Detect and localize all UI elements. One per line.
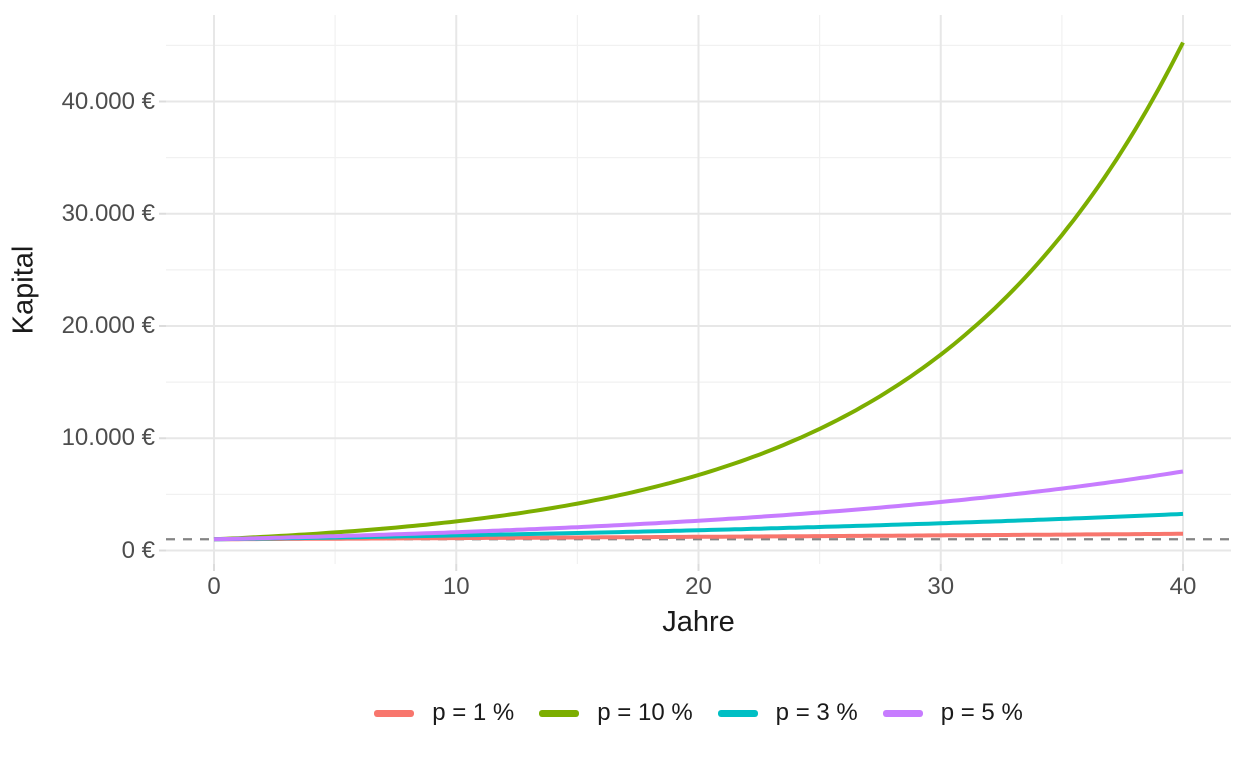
series-lines bbox=[213, 41, 1185, 542]
legend-line-swatch bbox=[539, 709, 580, 717]
legend-label: p = 10 % bbox=[597, 699, 693, 726]
y-tick-label: 30.000 € bbox=[61, 199, 155, 227]
y-axis-title: Kapital bbox=[7, 245, 40, 335]
gridlines-major bbox=[166, 15, 1231, 564]
series-line-5pct bbox=[213, 469, 1184, 542]
legend-label: p = 1 % bbox=[432, 699, 515, 726]
y-tick-label: 20.000 € bbox=[61, 312, 155, 339]
legend-line-swatch bbox=[717, 709, 758, 717]
legend-item-3pct: p = 3 % bbox=[717, 698, 858, 728]
legend-item-10pct: p = 10 % bbox=[539, 698, 693, 728]
legend-item-5pct: p = 5 % bbox=[882, 698, 1023, 728]
x-tick-label: 30 bbox=[927, 573, 955, 600]
legend-line-swatch bbox=[374, 709, 415, 717]
axis-tick-marks bbox=[159, 100, 1184, 571]
y-tick-label: 40.000 € bbox=[61, 87, 155, 115]
legend-item-1pct: p = 1 % bbox=[374, 698, 514, 728]
y-tick-label: 0 € bbox=[121, 536, 155, 564]
x-tick-label: 40 bbox=[1169, 573, 1197, 600]
series-line-10pct bbox=[213, 41, 1185, 542]
legend-label: p = 3 % bbox=[775, 699, 858, 726]
legend: p = 1 % p = 10 % p = 3 % p = 5 % bbox=[166, 698, 1231, 728]
x-tick-label: 10 bbox=[442, 573, 470, 600]
legend-line-swatch bbox=[882, 709, 923, 717]
x-axis-title: Jahre bbox=[662, 606, 735, 638]
legend-label: p = 5 % bbox=[940, 699, 1023, 726]
x-tick-label: 0 bbox=[207, 573, 221, 600]
x-tick-label: 20 bbox=[685, 573, 712, 600]
y-tick-label: 10.000 € bbox=[61, 424, 155, 452]
